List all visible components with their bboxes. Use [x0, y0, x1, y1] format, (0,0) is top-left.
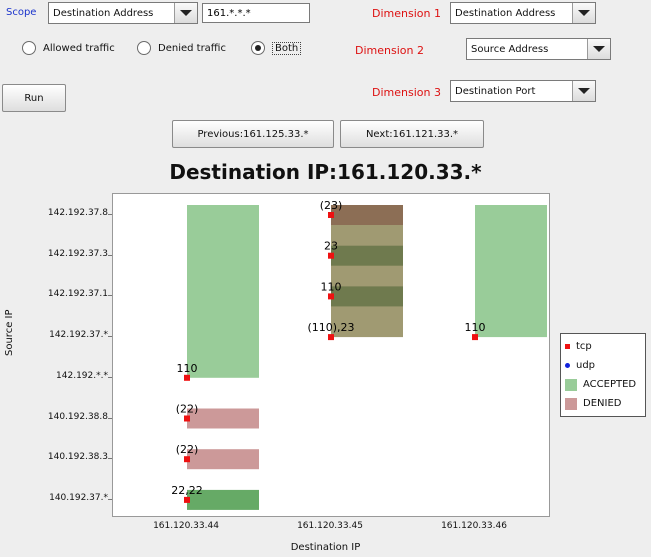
- chevron-down-icon[interactable]: [572, 3, 595, 23]
- radio-allowed-label: Allowed traffic: [43, 42, 115, 54]
- dimension-2-label: Dimension 2: [355, 44, 424, 57]
- chevron-down-icon[interactable]: [174, 3, 197, 23]
- run-button[interactable]: Run: [2, 84, 66, 112]
- y-tick-label: 142.192.37.1: [47, 289, 108, 300]
- point-label: (23): [320, 199, 343, 212]
- next-button[interactable]: Next:161.121.33.*: [340, 120, 484, 148]
- x-tick-label: 161.120.33.46: [441, 521, 507, 531]
- previous-button[interactable]: Previous:161.125.33.*: [172, 120, 334, 148]
- y-axis-title: Source IP: [4, 309, 15, 356]
- point-tcp: [184, 496, 190, 503]
- legend-item-accepted: ACCEPTED: [565, 375, 641, 394]
- dimension-3-value: Destination Port: [455, 85, 536, 97]
- dimension-2-dropdown[interactable]: Source Address: [466, 38, 611, 60]
- radio-both-label: Both: [272, 41, 302, 55]
- point-tcp: [184, 415, 190, 422]
- x-tick-label: 161.120.33.45: [297, 521, 363, 531]
- cell-band-dark: [331, 245, 403, 266]
- cell-band-dark: [331, 205, 403, 225]
- radio-circle-selected[interactable]: [251, 41, 265, 55]
- point-label: 110: [465, 321, 486, 334]
- radio-circle[interactable]: [137, 41, 151, 55]
- point-label: (22): [176, 443, 199, 456]
- scope-label: Scope: [6, 7, 37, 18]
- radio-denied-traffic[interactable]: Denied traffic: [137, 41, 226, 55]
- y-tick-mark: [108, 336, 112, 338]
- radio-circle[interactable]: [22, 41, 36, 55]
- plot-svg: 110 (22) (22) 22,22 (23) 23 110 (110),23 110: [171, 199, 547, 510]
- y-tick-label: 142.192.*.*: [56, 370, 108, 381]
- radio-denied-label: Denied traffic: [158, 42, 226, 54]
- tcp-swatch: [565, 344, 570, 349]
- legend-accepted-label: ACCEPTED: [583, 379, 637, 390]
- chevron-down-icon[interactable]: [587, 39, 610, 59]
- legend-tcp-label: tcp: [576, 341, 592, 352]
- y-tick-label: 142.192.37.8: [47, 208, 108, 218]
- y-tick-label: 140.192.38.8: [47, 411, 108, 422]
- legend: tcp udp ACCEPTED DENIED: [560, 333, 646, 417]
- point-label: 22,22: [171, 484, 203, 497]
- udp-swatch: [565, 363, 570, 368]
- dimension-3-label: Dimension 3: [372, 86, 441, 99]
- point-tcp: [328, 212, 334, 218]
- chevron-down-icon[interactable]: [572, 81, 595, 101]
- y-tick-mark: [108, 458, 112, 460]
- legend-item-denied: DENIED: [565, 394, 641, 413]
- cell-denied: [187, 408, 259, 429]
- point-label: 110: [321, 280, 342, 293]
- dimension-3-dropdown[interactable]: Destination Port: [450, 80, 596, 102]
- dimension-1-label: Dimension 1: [372, 7, 441, 20]
- legend-item-udp: udp: [565, 356, 641, 375]
- point-tcp: [328, 293, 334, 300]
- point-tcp: [184, 374, 190, 381]
- y-tick-label: 142.192.37.3: [47, 248, 108, 259]
- legend-udp-label: udp: [576, 360, 596, 371]
- cell-accepted: [187, 205, 259, 378]
- scope-dropdown[interactable]: Destination Address: [48, 2, 198, 24]
- point-tcp: [184, 456, 190, 463]
- scope-filter-input[interactable]: [202, 3, 310, 23]
- y-tick-mark: [108, 417, 112, 419]
- cell-mixed: [331, 205, 403, 338]
- y-tick-label: 140.192.38.3: [47, 452, 108, 463]
- accepted-swatch: [565, 378, 577, 391]
- legend-item-tcp: tcp: [565, 337, 641, 356]
- dimension-1-value: Destination Address: [455, 7, 556, 19]
- point-tcp: [328, 252, 334, 259]
- x-tick-label: 161.120.33.44: [153, 521, 219, 531]
- y-tick-mark: [108, 214, 112, 215]
- y-tick-label: 142.192.37.*: [49, 330, 108, 341]
- radio-both[interactable]: Both: [251, 41, 302, 55]
- radio-allowed-traffic[interactable]: Allowed traffic: [22, 41, 115, 55]
- cell-denied: [187, 449, 259, 470]
- cell-band-dark: [331, 286, 403, 307]
- cell-accepted: [187, 489, 259, 510]
- dimension-1-dropdown[interactable]: Destination Address: [450, 2, 596, 24]
- denied-swatch: [565, 397, 577, 410]
- y-tick-label: 140.192.37.*: [49, 492, 108, 503]
- y-tick-mark: [108, 254, 112, 256]
- point-tcp: [472, 334, 478, 341]
- cell-accepted: [475, 205, 547, 338]
- point-label: 110: [177, 362, 198, 375]
- plot-area: 110 (22) (22) 22,22 (23) 23 110 (110),23 110: [112, 193, 550, 517]
- y-tick-mark: [108, 295, 112, 297]
- point-label: 23: [324, 240, 338, 253]
- chart-title: Destination IP:161.120.33.*: [169, 160, 482, 184]
- legend-denied-label: DENIED: [583, 398, 622, 409]
- point-label: (110),23: [307, 321, 354, 334]
- dimension-2-value: Source Address: [471, 43, 549, 55]
- y-tick-mark: [108, 498, 112, 500]
- y-tick-mark: [108, 376, 112, 378]
- point-tcp: [328, 334, 334, 341]
- x-axis-title: Destination IP: [290, 542, 361, 553]
- point-label: (22): [176, 403, 199, 416]
- scope-dropdown-value: Destination Address: [53, 7, 154, 19]
